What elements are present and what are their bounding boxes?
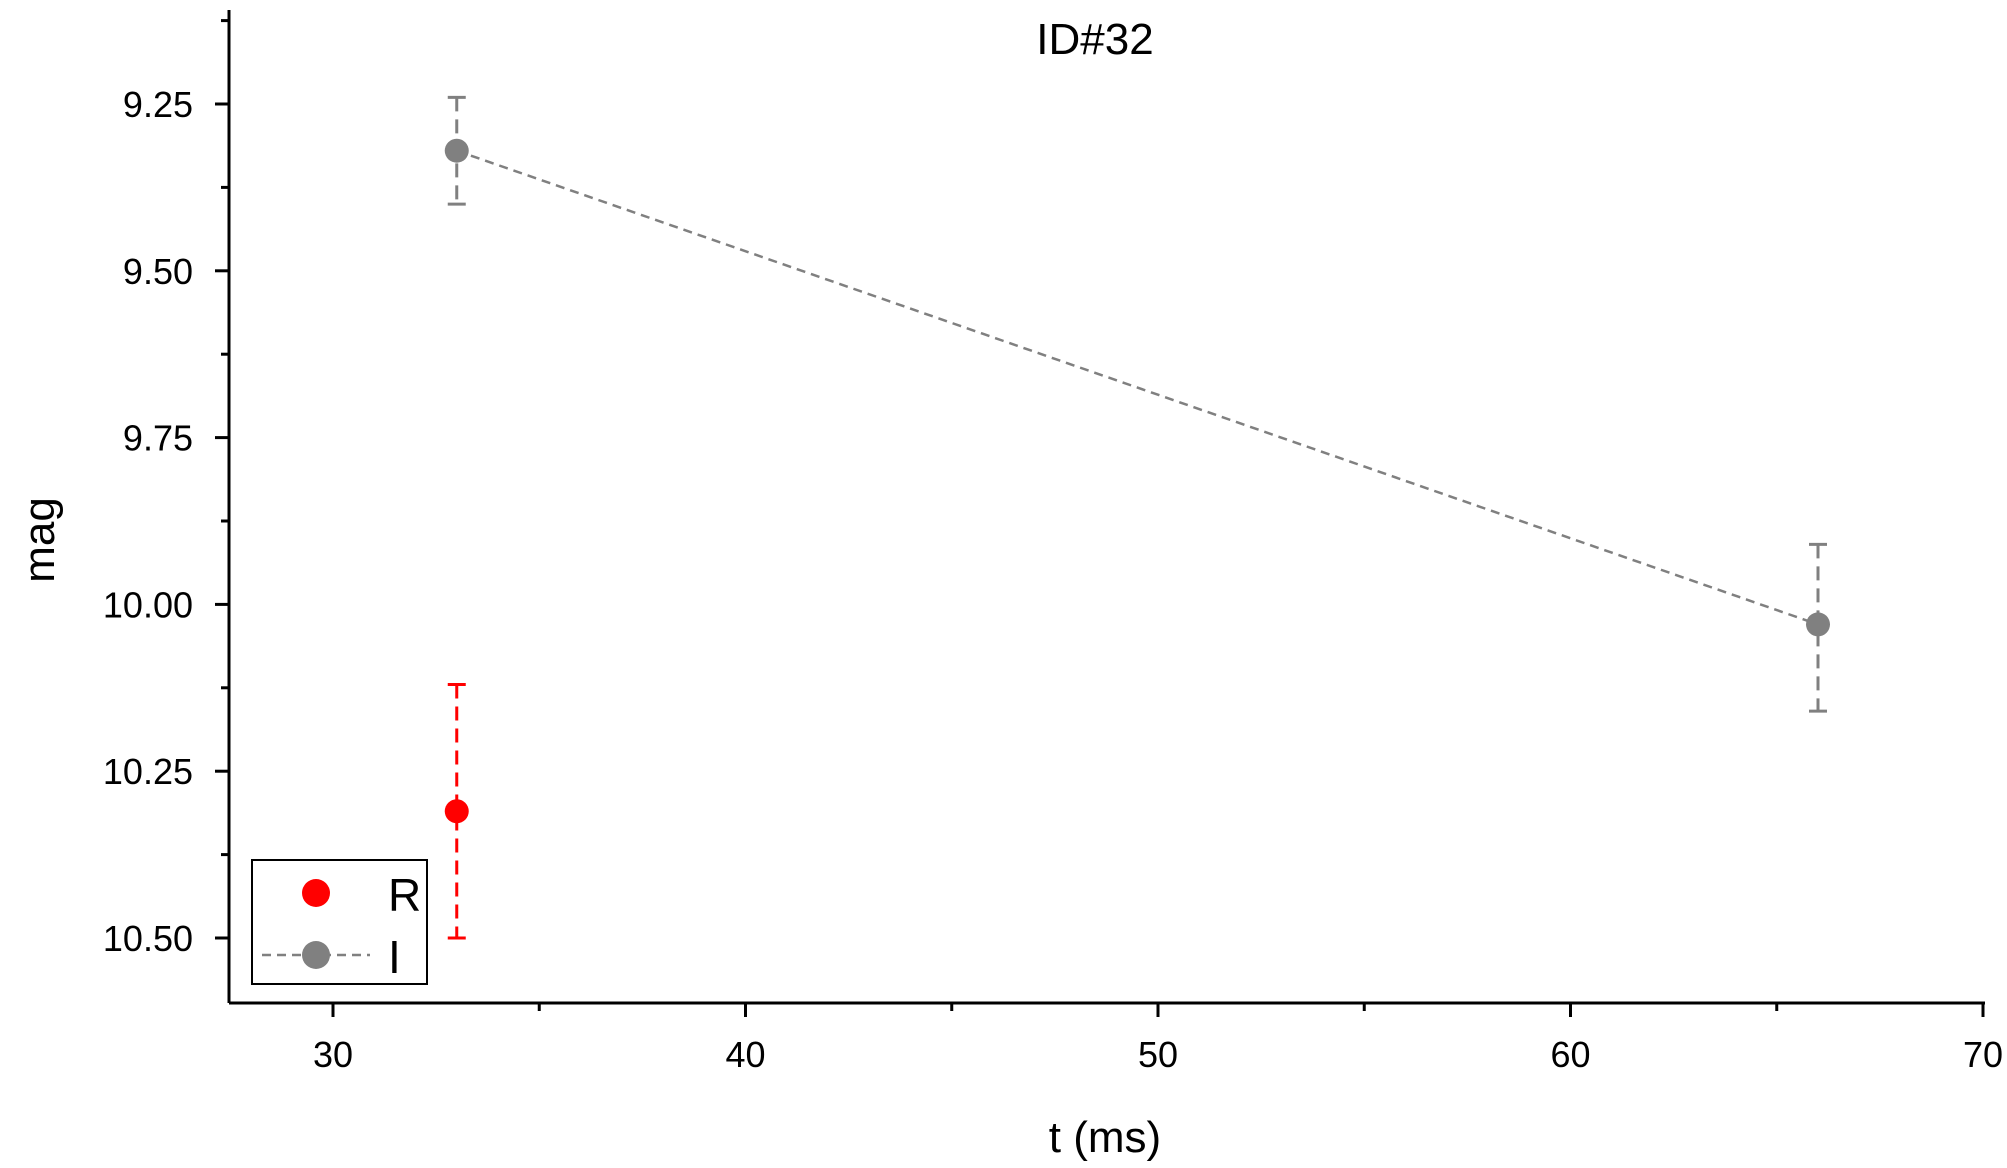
data-point [444,138,469,163]
legend: RI [251,859,428,985]
y-tick-label: 10.00 [103,584,193,625]
legend-box [251,859,428,985]
x-tick-label: 30 [313,1034,353,1075]
x-axis-ticks: 30 40 50 60 70 [313,1003,2003,1075]
x-tick-label: 40 [725,1034,765,1075]
x-tick-label: 60 [1550,1034,1590,1075]
y-tick-label: 10.25 [103,751,193,792]
series-R [444,682,469,940]
x-tick-label: 70 [1963,1034,2003,1075]
legend-label: R [388,869,421,921]
y-axis-label: mag [15,497,64,583]
y-tick-label: 9.75 [123,418,193,459]
plot-area [444,95,1830,940]
data-point [1806,612,1830,637]
legend-marker [302,879,330,907]
legend-marker [302,941,330,969]
data-point [444,799,469,824]
chart-title: ID#32 [1036,15,1153,64]
x-tick-label: 50 [1138,1034,1178,1075]
y-tick-label: 9.50 [123,251,193,292]
y-tick-label: 10.50 [103,918,193,959]
y-tick-label: 9.25 [123,84,193,125]
series-line [456,149,1819,626]
series-I [444,95,1830,713]
legend-label: I [388,931,401,983]
axes [227,10,1985,1005]
x-axis-label: t (ms) [1049,1113,1161,1162]
y-axis-ticks: 9.25 9.50 9.75 10.00 10.25 10.50 [103,19,229,959]
